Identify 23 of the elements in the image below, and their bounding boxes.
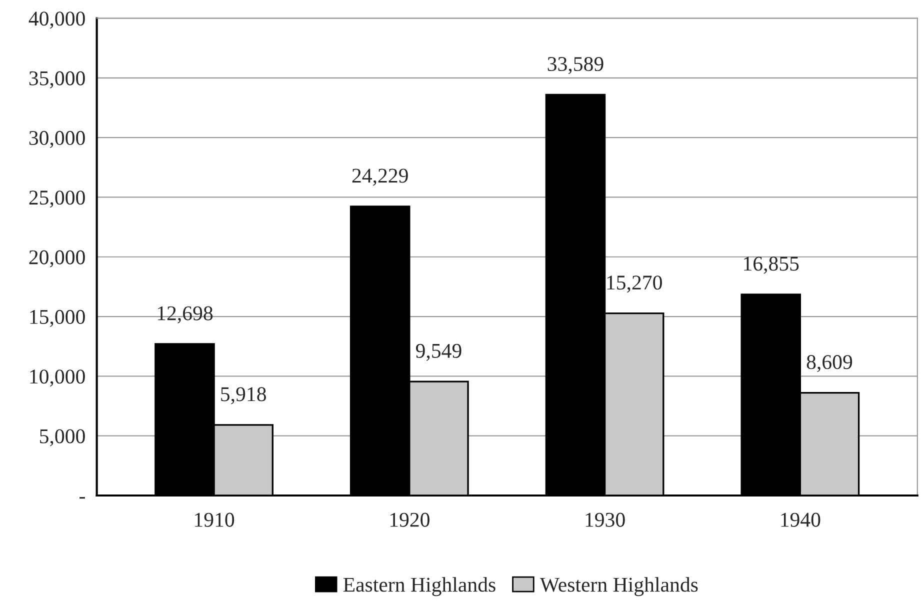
y-tick-label: 40,000 bbox=[28, 12, 85, 29]
legend-label: Eastern Highlands bbox=[343, 577, 496, 596]
y-tick-label: - bbox=[80, 497, 85, 499]
y-tick-label: 35,000 bbox=[29, 71, 85, 88]
data-label: 8,609 bbox=[806, 355, 852, 372]
data-label: 33,589 bbox=[548, 57, 604, 74]
x-tick-label: 1920 bbox=[390, 512, 430, 527]
y-tick-label: 25,000 bbox=[29, 190, 85, 208]
data-label: 12,698 bbox=[158, 306, 213, 324]
y-tick-label: 30,000 bbox=[29, 130, 85, 148]
y-tick-label: 5,000 bbox=[40, 429, 85, 446]
data-label: 16,855 bbox=[744, 256, 799, 274]
data-label: 9,549 bbox=[416, 344, 462, 361]
x-tick-label: 1940 bbox=[781, 512, 820, 527]
data-label: 5,918 bbox=[221, 387, 266, 404]
data-label: 15,270 bbox=[607, 276, 662, 293]
y-tick-label: 15,000 bbox=[30, 310, 85, 327]
y-tick-label: 20,000 bbox=[29, 250, 85, 268]
x-tick-label: 1910 bbox=[195, 512, 234, 527]
y-tick-label: 10,000 bbox=[30, 370, 85, 387]
x-tick-label: 1930 bbox=[586, 512, 625, 527]
data-label: 24,229 bbox=[352, 168, 408, 186]
legend-label: Western Highlands bbox=[540, 577, 698, 596]
